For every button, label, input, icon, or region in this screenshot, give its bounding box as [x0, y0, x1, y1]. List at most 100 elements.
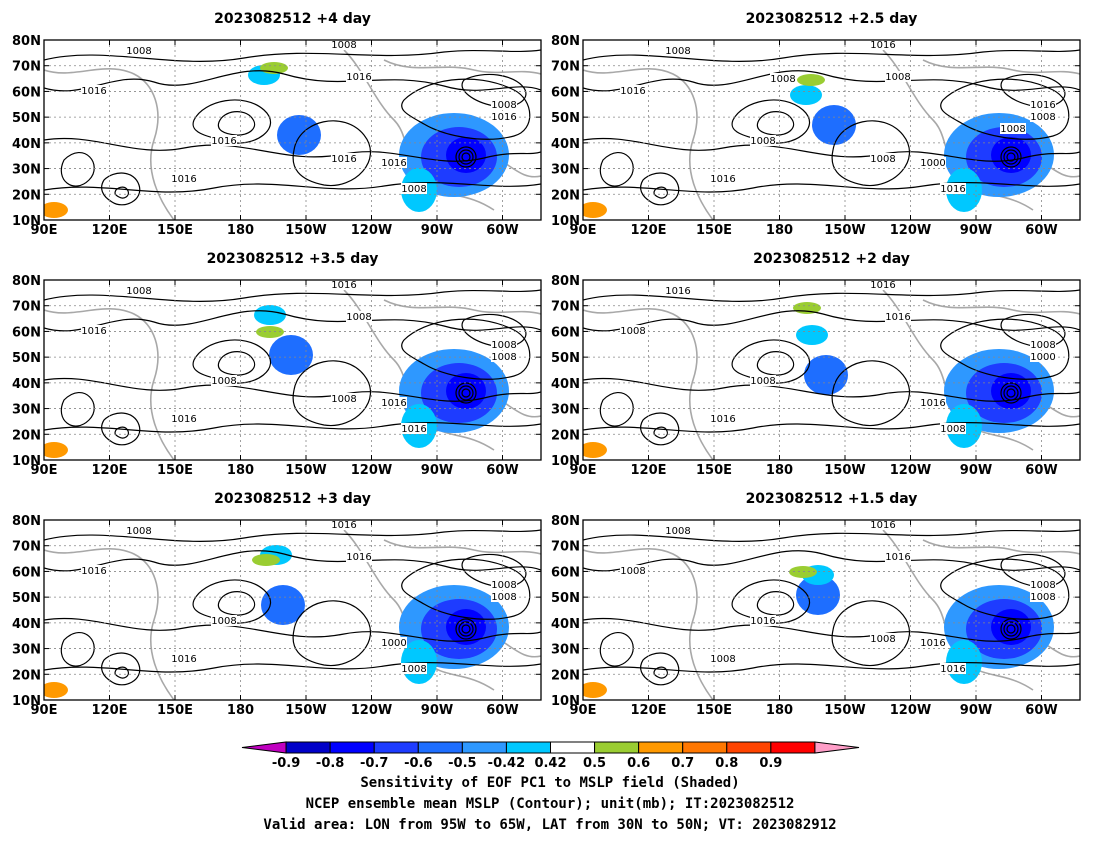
- contour-label-bg: [211, 375, 237, 386]
- mslp-contour: [461, 313, 527, 348]
- contour-label: 1016: [171, 414, 196, 425]
- contour-label: 1016: [331, 280, 356, 291]
- contour-label-bg: [620, 565, 646, 576]
- lat-label: 10N: [551, 454, 580, 469]
- contour-label: 1016: [171, 654, 196, 665]
- contour-label: 1016: [381, 158, 406, 169]
- mslp-contour: [101, 652, 141, 686]
- colorbar-tick-label: 0.42: [534, 756, 566, 771]
- lat-label: 60N: [551, 85, 580, 100]
- sensitivity-shading: [583, 442, 607, 458]
- mslp-contour: [44, 377, 541, 402]
- sensitivity-shading: [804, 355, 848, 395]
- contour-label: 1016: [870, 40, 895, 51]
- contour-label: 1008: [885, 72, 910, 83]
- mslp-contour: [217, 591, 256, 616]
- lon-label: 90W: [421, 223, 453, 238]
- contour-label-bg: [665, 525, 691, 536]
- contour-label: 1008: [126, 526, 151, 537]
- cyclone-contour: [458, 149, 474, 165]
- mslp-contour: [44, 137, 541, 162]
- lon-label: 120W: [351, 223, 392, 238]
- contour-label-bg: [710, 173, 736, 184]
- contour-label: 1008: [940, 424, 965, 435]
- contour-label: 1008: [620, 566, 645, 577]
- mslp-contour: [599, 152, 634, 187]
- mslp-contour: [114, 426, 129, 439]
- mslp-contour: [583, 550, 1080, 572]
- contour-label-bg: [381, 157, 407, 168]
- mslp-contour: [114, 186, 129, 199]
- contour-label: 1016: [491, 112, 516, 123]
- lat-label: 30N: [551, 643, 580, 658]
- lat-label: 30N: [12, 163, 41, 178]
- cyclone-contour: [461, 388, 471, 398]
- coastline: [383, 299, 541, 315]
- contour-label-bg: [750, 375, 776, 386]
- lon-label: 150W: [824, 703, 865, 718]
- contour-label-bg: [1030, 339, 1056, 350]
- mslp-contour: [940, 318, 1070, 380]
- lon-label: 60W: [486, 703, 518, 718]
- sensitivity-shading: [446, 609, 486, 645]
- mslp-contour: [583, 49, 1080, 62]
- mslp-contour: [940, 558, 1070, 620]
- map-panel: 2023082512 +1.5 day100810081016100810161…: [551, 491, 1081, 718]
- contour-label-bg: [211, 615, 237, 626]
- lat-label: 80N: [12, 514, 41, 529]
- contour-label: 1016: [870, 280, 895, 291]
- coastline: [383, 539, 541, 555]
- lon-label: 90W: [960, 223, 992, 238]
- contour-label-bg: [1030, 111, 1056, 122]
- lon-label: 120W: [351, 703, 392, 718]
- mslp-contour: [583, 289, 1080, 302]
- colorbar-tick-label: -0.42: [488, 756, 525, 771]
- lat-label: 40N: [12, 137, 41, 152]
- lat-label: 10N: [551, 214, 580, 229]
- sensitivity-shading: [583, 202, 607, 218]
- mslp-contour: [640, 412, 680, 446]
- sensitivity-shading: [277, 115, 321, 155]
- panel-title: 2023082512 +2 day: [753, 251, 910, 267]
- contour-label-bg: [710, 413, 736, 424]
- contour-label-bg: [920, 397, 946, 408]
- colorbar-segment: [770, 741, 816, 754]
- mslp-contour: [44, 289, 541, 302]
- mslp-contour: [192, 99, 272, 144]
- contour-label: 1016: [401, 424, 426, 435]
- cyclone-contour: [455, 382, 477, 404]
- colorbar-tick-label: -0.8: [316, 756, 344, 771]
- contour-label: 1008: [620, 326, 645, 337]
- panel-title: 2023082512 +3.5 day: [207, 251, 379, 267]
- lon-label: 180: [766, 463, 793, 478]
- mslp-contour: [940, 78, 1070, 140]
- contour-label: 1016: [346, 72, 371, 83]
- lon-label: 120E: [91, 703, 127, 718]
- lat-label: 30N: [551, 163, 580, 178]
- panel-title: 2023082512 +2.5 day: [746, 11, 918, 27]
- contour-label: 1016: [331, 520, 356, 531]
- lon-label: 120E: [630, 223, 666, 238]
- contour-label: 1008: [870, 154, 895, 165]
- contour-label: 1016: [885, 552, 910, 563]
- caption-line-3: Valid area: LON from 95W to 65W, LAT fro…: [263, 817, 837, 833]
- contour-label-bg: [491, 111, 517, 122]
- sensitivity-shading: [44, 202, 68, 218]
- contour-label-bg: [126, 285, 152, 296]
- lat-label: 20N: [551, 428, 580, 443]
- lat-label: 50N: [12, 111, 41, 126]
- contour-label-bg: [620, 85, 646, 96]
- contour-label-bg: [346, 551, 372, 562]
- contour-label-bg: [171, 653, 197, 664]
- mslp-contour: [640, 172, 680, 206]
- contour-label-bg: [870, 520, 896, 530]
- contour-label-bg: [870, 280, 896, 290]
- contour-label: 1008: [1000, 124, 1025, 135]
- colorbar-segment: [417, 741, 463, 754]
- mslp-contour: [192, 579, 272, 624]
- lat-label: 60N: [12, 325, 41, 340]
- contour-label-bg: [885, 311, 911, 322]
- contour-label-bg: [940, 663, 966, 674]
- lon-label: 90E: [31, 463, 58, 478]
- contour-label: 1016: [885, 312, 910, 323]
